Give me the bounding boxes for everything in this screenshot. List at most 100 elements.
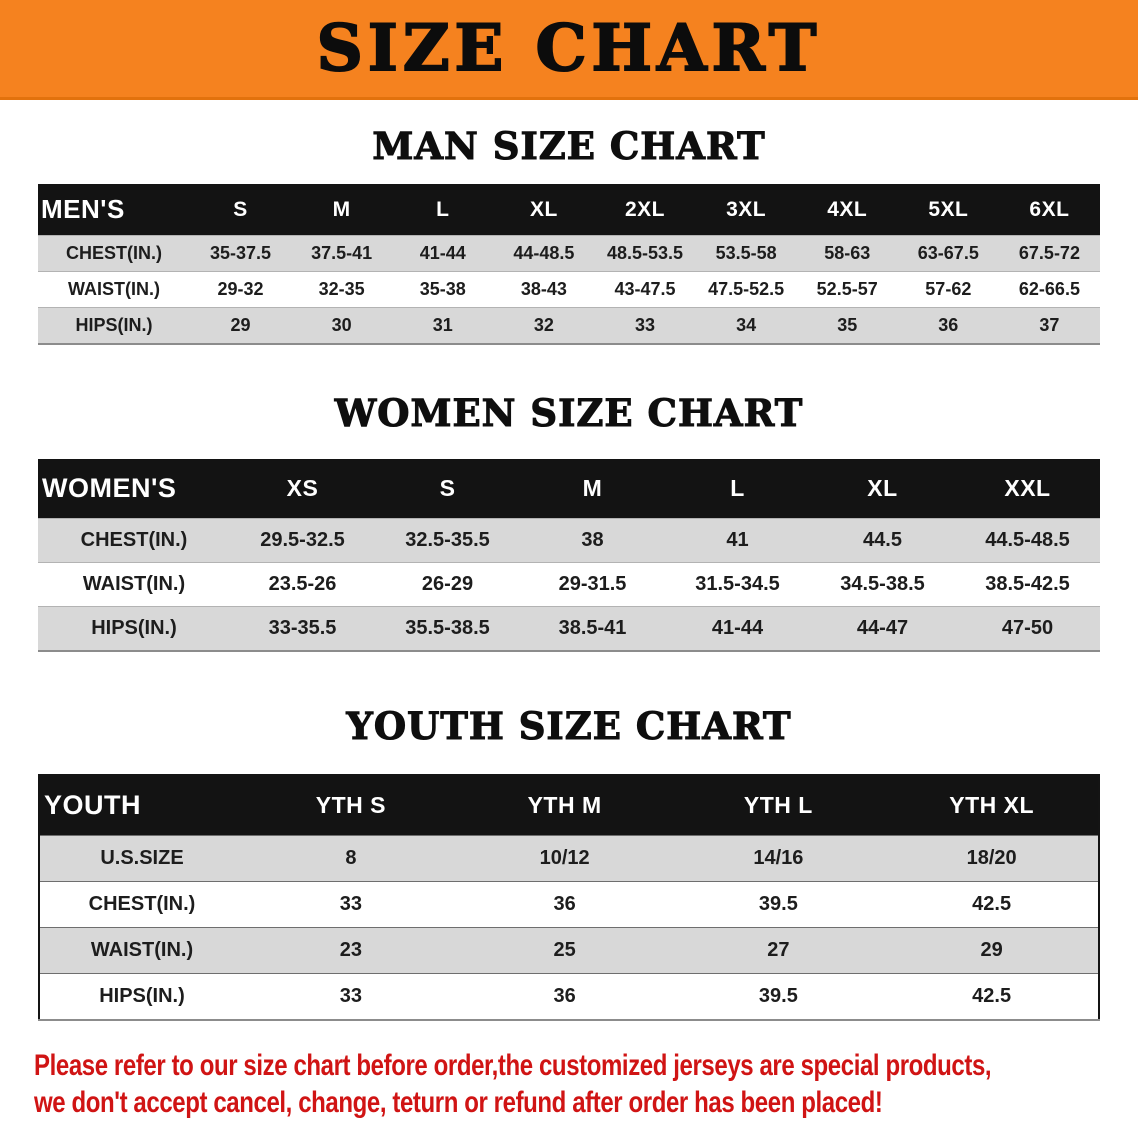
- row-label: CHEST(IN.): [39, 881, 244, 928]
- size-value: 29: [190, 307, 292, 345]
- size-value: 33: [244, 881, 458, 928]
- mens-size-chart-section: MAN SIZE CHART MEN'S S M L XL 2XL 3XL 4XL 5XL 6XL…: [0, 123, 1138, 345]
- size-value: 62-66.5: [998, 271, 1100, 308]
- size-value: 35-37.5: [190, 235, 292, 272]
- table-row: HIPS(IN.) 33 36 39.5 42.5: [39, 973, 1099, 1021]
- row-label: WAIST(IN.): [38, 271, 190, 308]
- table-size-header: YTH M: [457, 775, 672, 836]
- mens-size-table: MEN'S S M L XL 2XL 3XL 4XL 5XL 6XL CHEST(IN.) 35-37…: [38, 184, 1100, 345]
- size-value: 38: [520, 518, 665, 563]
- row-label: HIPS(IN.): [38, 606, 230, 652]
- disclaimer-line-2: we don't accept cancel, change, teturn o…: [34, 1086, 883, 1119]
- table-category-header: WOMEN'S: [38, 459, 230, 519]
- disclaimer-line-1: Please refer to our size chart before or…: [34, 1049, 992, 1082]
- table-size-header: L: [665, 459, 810, 519]
- size-value: 8: [244, 835, 458, 882]
- size-value: 43-47.5: [594, 271, 696, 308]
- size-value: 32: [493, 307, 595, 345]
- size-value: 44.5-48.5: [955, 518, 1100, 563]
- size-value: 38-43: [493, 271, 595, 308]
- size-value: 35-38: [392, 271, 494, 308]
- size-value: 53.5-58: [695, 235, 797, 272]
- size-value: 10/12: [457, 835, 672, 882]
- size-value: 58-63: [796, 235, 898, 272]
- size-value: 42.5: [885, 973, 1099, 1021]
- size-value: 35.5-38.5: [375, 606, 520, 652]
- size-value: 44-48.5: [493, 235, 595, 272]
- table-row: HIPS(IN.) 33-35.5 35.5-38.5 38.5-41 41-44 44-…: [38, 606, 1100, 652]
- table-header-row: YOUTH YTH S YTH M YTH L YTH XL: [39, 775, 1099, 836]
- size-value: 34.5-38.5: [810, 562, 955, 607]
- row-label: HIPS(IN.): [39, 973, 244, 1021]
- table-row: U.S.SIZE 8 10/12 14/16 18/20: [39, 835, 1099, 882]
- table-size-header: XXL: [955, 459, 1100, 519]
- size-value: 41-44: [392, 235, 494, 272]
- size-value: 38.5-41: [520, 606, 665, 652]
- table-size-header: M: [520, 459, 665, 519]
- size-value: 35: [796, 307, 898, 345]
- womens-section-heading: WOMEN SIZE CHART: [334, 390, 804, 435]
- size-value: 32.5-35.5: [375, 518, 520, 563]
- size-value: 42.5: [885, 881, 1099, 928]
- table-size-header: S: [375, 459, 520, 519]
- table-header-row: WOMEN'S XS S M L XL XXL: [38, 459, 1100, 519]
- size-value: 23.5-26: [230, 562, 375, 607]
- table-row: WAIST(IN.) 23.5-26 26-29 29-31.5 31.5-34.5 34…: [38, 562, 1100, 607]
- size-value: 48.5-53.5: [594, 235, 696, 272]
- size-value: 33: [244, 973, 458, 1021]
- row-label: CHEST(IN.): [38, 518, 230, 563]
- size-value: 67.5-72: [998, 235, 1100, 272]
- table-row: WAIST(IN.) 23 25 27 29: [39, 927, 1099, 974]
- size-table: WOMEN'S XS S M L XL XXL CHEST(IN.) 29.5-32.5 32.5…: [38, 459, 1100, 652]
- table-header-row: MEN'S S M L XL 2XL 3XL 4XL 5XL 6XL: [38, 184, 1100, 236]
- size-value: 47.5-52.5: [695, 271, 797, 308]
- size-value: 23: [244, 927, 458, 974]
- row-label: WAIST(IN.): [39, 927, 244, 974]
- table-row: CHEST(IN.) 29.5-32.5 32.5-35.5 38 41 44.5 44.5…: [38, 518, 1100, 563]
- table-size-header: 2XL: [594, 184, 696, 236]
- table-size-header: XL: [493, 184, 595, 236]
- table-size-header: L: [392, 184, 494, 236]
- mens-section-heading: MAN SIZE CHART: [372, 123, 766, 168]
- table-row: HIPS(IN.) 29 30 31 32 33 34 35 36 37: [38, 307, 1100, 345]
- table-size-header: XS: [230, 459, 375, 519]
- table-size-header: XL: [810, 459, 955, 519]
- size-value: 29: [885, 927, 1099, 974]
- size-value: 41: [665, 518, 810, 563]
- row-label: HIPS(IN.): [38, 307, 190, 345]
- row-label: CHEST(IN.): [38, 235, 190, 272]
- size-value: 44-47: [810, 606, 955, 652]
- size-value: 29.5-32.5: [230, 518, 375, 563]
- size-value: 18/20: [885, 835, 1099, 882]
- size-value: 41-44: [665, 606, 810, 652]
- size-value: 38.5-42.5: [955, 562, 1100, 607]
- size-value: 33: [594, 307, 696, 345]
- size-value: 14/16: [671, 835, 886, 882]
- size-value: 37.5-41: [291, 235, 393, 272]
- table-row: CHEST(IN.) 35-37.5 37.5-41 41-44 44-48.5 48.5…: [38, 235, 1100, 272]
- size-table: MEN'S S M L XL 2XL 3XL 4XL 5XL 6XL CHEST(IN.) 35-37…: [38, 184, 1100, 345]
- size-value: 37: [998, 307, 1100, 345]
- size-value: 31: [392, 307, 494, 345]
- size-value: 36: [457, 881, 672, 928]
- size-value: 44.5: [810, 518, 955, 563]
- table-size-header: 5XL: [897, 184, 999, 236]
- size-chart-banner: SIZE CHART: [0, 0, 1138, 100]
- table-size-header: YTH XL: [885, 775, 1099, 836]
- womens-size-table: WOMEN'S XS S M L XL XXL CHEST(IN.) 29.5-32.5 32.5…: [38, 459, 1100, 652]
- table-size-header: S: [190, 184, 292, 236]
- size-value: 39.5: [671, 973, 886, 1021]
- table-size-header: YTH L: [671, 775, 886, 836]
- size-value: 29-32: [190, 271, 292, 308]
- table-size-header: YTH S: [244, 775, 458, 836]
- size-value: 39.5: [671, 881, 886, 928]
- table-size-header: 3XL: [695, 184, 797, 236]
- youth-size-chart-section: YOUTH SIZE CHART YOUTH YTH S YTH M YTH L YTH…: [0, 703, 1138, 1021]
- size-value: 36: [457, 973, 672, 1021]
- youth-size-table: YOUTH YTH S YTH M YTH L YTH XL U.S.SIZE 8 10/12…: [38, 774, 1100, 1021]
- table-size-header: M: [291, 184, 393, 236]
- size-value: 52.5-57: [796, 271, 898, 308]
- size-value: 57-62: [897, 271, 999, 308]
- youth-section-heading: YOUTH SIZE CHART: [346, 703, 792, 748]
- size-value: 26-29: [375, 562, 520, 607]
